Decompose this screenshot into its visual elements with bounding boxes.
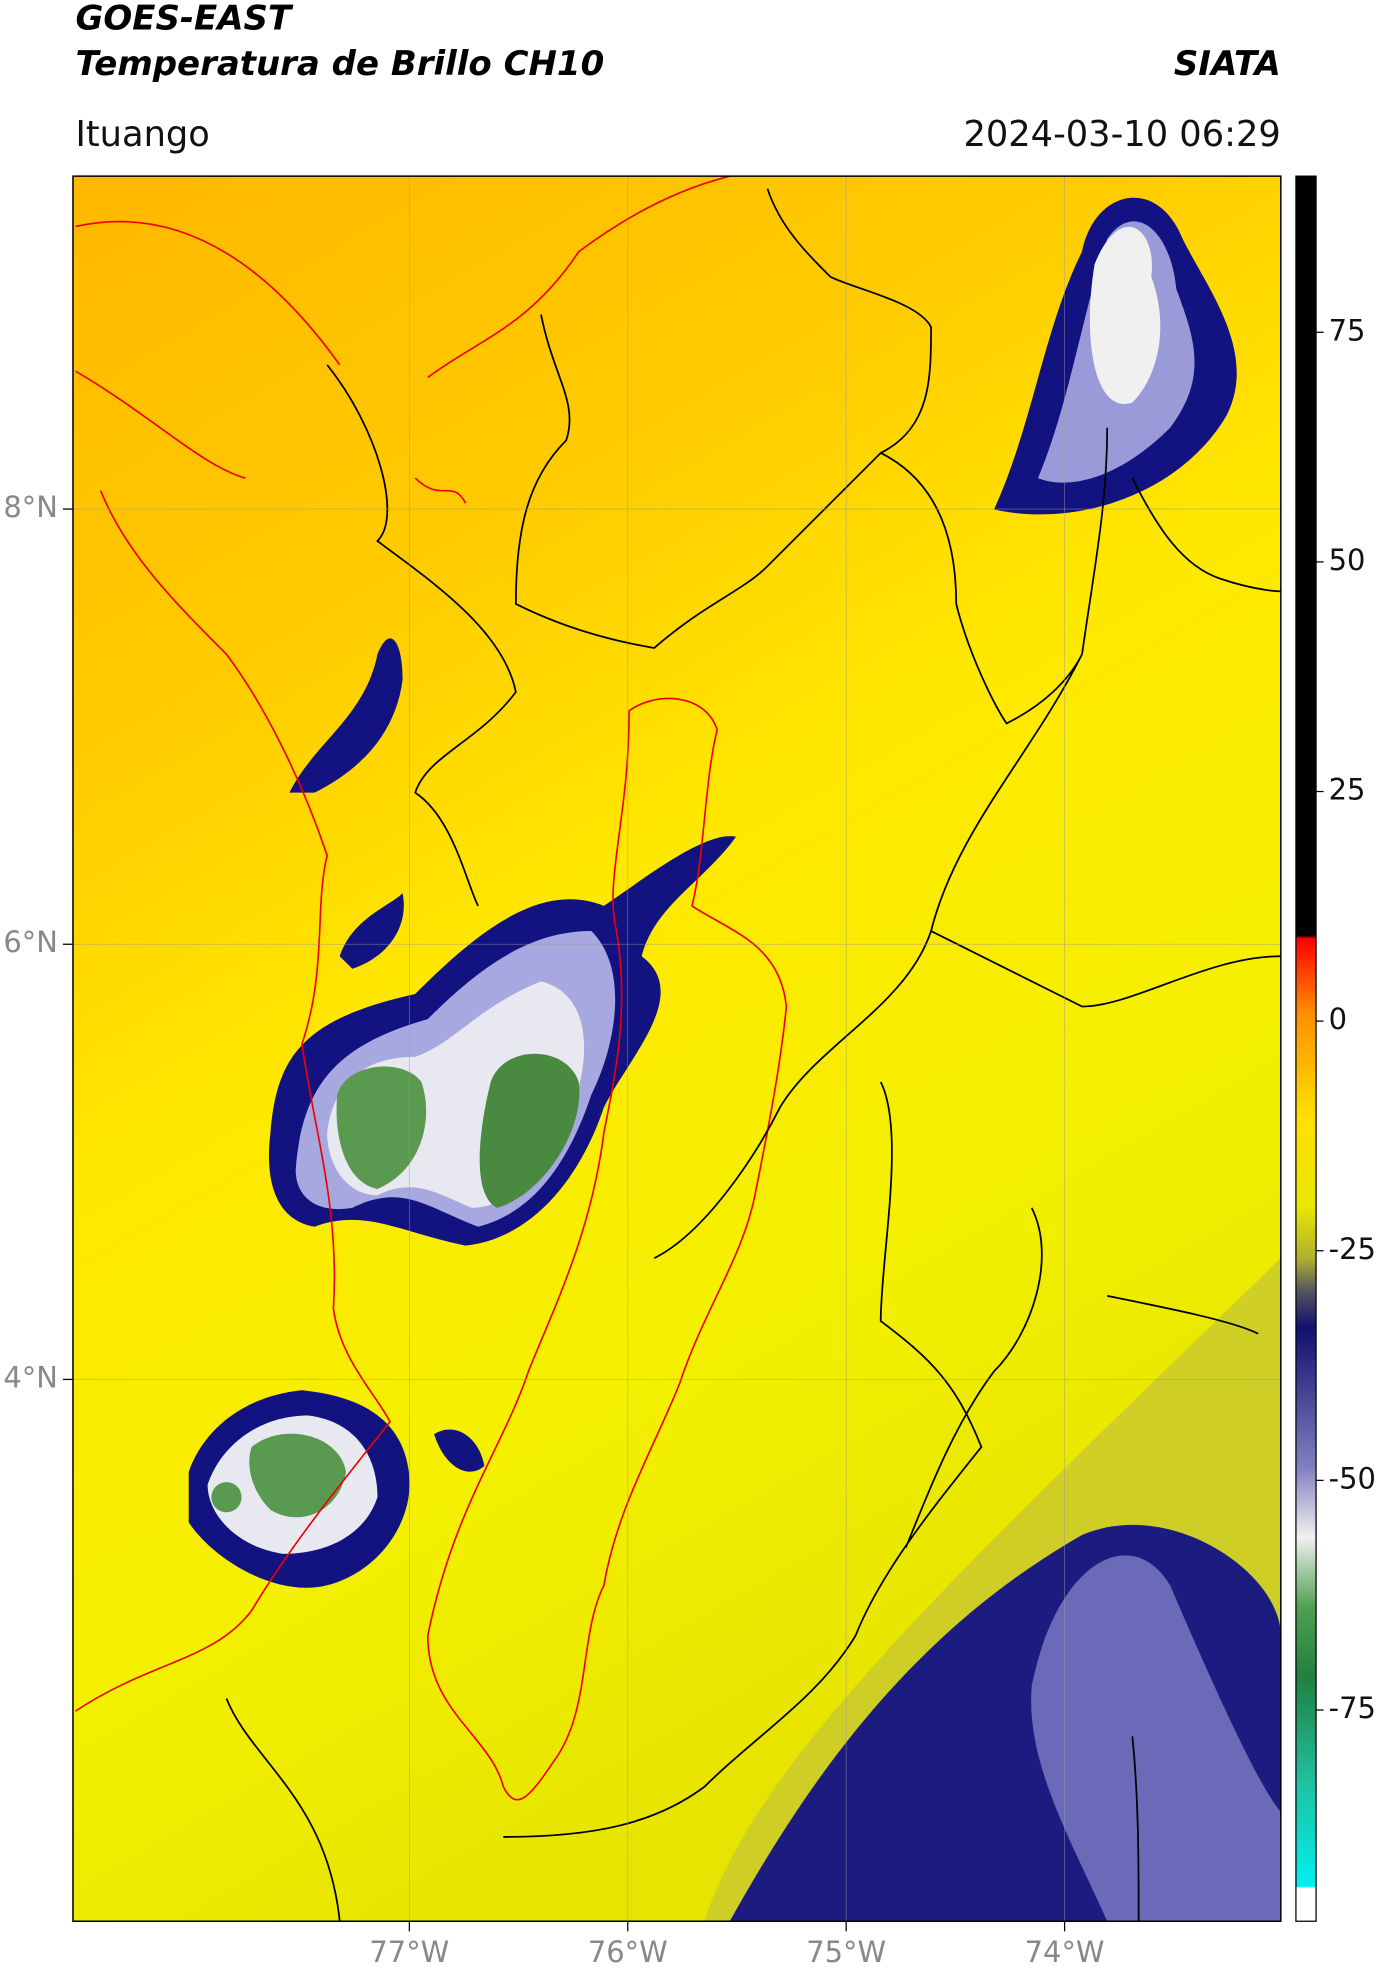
y-tick-label: 8°N	[3, 490, 58, 524]
cloud-small	[339, 893, 404, 969]
subtitle: Temperatura de Brillo CH10	[75, 44, 604, 84]
map	[72, 176, 1281, 1922]
x-tick-label: 74°W	[1025, 1935, 1105, 1969]
coastline	[75, 176, 730, 1712]
title: GOES-EAST	[75, 0, 293, 39]
y-tick-label: 6°N	[3, 925, 58, 959]
colorbar-label: 0	[1329, 1002, 1347, 1036]
colorbar-label: -25	[1329, 1232, 1376, 1266]
y-tick-label: 4°N	[3, 1360, 58, 1394]
colorbar-label: 75	[1329, 313, 1366, 347]
colorbar-label: 25	[1329, 773, 1366, 807]
colorbar-label: -50	[1329, 1461, 1376, 1495]
colorbar-label: 50	[1329, 543, 1366, 577]
cloud-ne	[993, 197, 1237, 515]
cloud-sw	[188, 1390, 410, 1588]
x-tick-label: 75°W	[806, 1935, 886, 1969]
cloud-center	[268, 836, 737, 1246]
grid	[72, 176, 1281, 1922]
location: Ituango	[75, 114, 209, 155]
cloud-band	[1031, 1555, 1281, 1922]
timestamp: 2024-03-10 06:29	[963, 114, 1280, 155]
cloud-small	[289, 638, 403, 793]
department-border	[426, 697, 788, 1801]
x-tick-label: 77°W	[369, 1935, 449, 1969]
cloud-small	[434, 1429, 485, 1472]
x-tick-label: 76°W	[588, 1935, 668, 1969]
colorbar-label: -75	[1329, 1691, 1376, 1725]
admin-border	[225, 188, 1281, 1922]
map-frame	[72, 175, 1282, 1922]
colorbar	[1295, 175, 1317, 1922]
source: SIATA	[1174, 44, 1281, 84]
